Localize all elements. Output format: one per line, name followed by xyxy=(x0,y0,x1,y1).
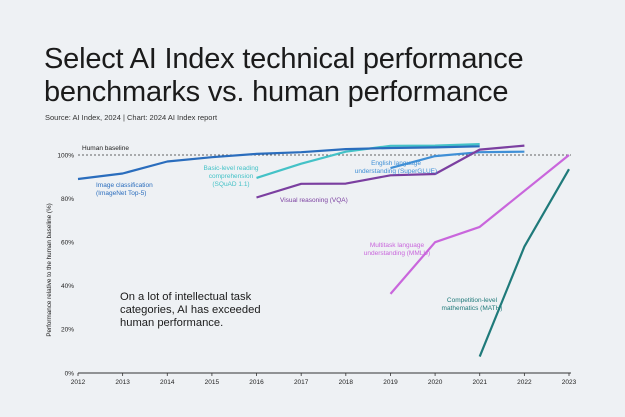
y-tick-label-40: 40% xyxy=(61,283,74,290)
y-tick-label-80: 80% xyxy=(61,196,74,203)
chart-annotation-line-3: human performance. xyxy=(120,317,223,329)
x-tick-label-2012: 2012 xyxy=(71,379,86,386)
chart-source: Source: AI Index, 2024 | Chart: 2024 AI … xyxy=(45,113,218,122)
chart-title-line-1: Select AI Index technical performance xyxy=(44,43,524,75)
label-superglue-line-2: understanding (SuperGLUE) xyxy=(355,168,437,175)
x-tick-label-2020: 2020 xyxy=(428,379,443,386)
label-imagenet-line-1: Image classification xyxy=(96,182,153,189)
label-squad-line-2: comprehension xyxy=(209,173,254,180)
x-tick-label-2019: 2019 xyxy=(383,379,398,386)
x-tick-label-2016: 2016 xyxy=(249,379,264,386)
label-math-line-1: Competition-level xyxy=(447,297,498,304)
series-line-3 xyxy=(256,144,525,199)
x-tick-label-2023: 2023 xyxy=(562,379,577,386)
chart-title: Select AI Index technical performance be… xyxy=(44,43,604,109)
human-baseline-label: Human baseline xyxy=(82,145,129,152)
label-superglue-line-1: English language xyxy=(371,160,421,167)
series-line-4 xyxy=(389,154,570,295)
x-tick-label-2014: 2014 xyxy=(160,379,175,386)
label-imagenet-line-2: (ImageNet Top-5) xyxy=(96,190,146,197)
y-tick-label-60: 60% xyxy=(61,240,74,247)
x-tick-label-2017: 2017 xyxy=(294,379,309,386)
chart-title-line-2: benchmarks vs. human performance xyxy=(44,76,509,108)
label-squad-line-3: (SQuAD 1.1) xyxy=(212,181,249,188)
x-tick-label-2022: 2022 xyxy=(517,379,532,386)
label-math-line-2: mathematics (MATH) xyxy=(442,305,503,312)
label-mmlu-line-2: understanding (MMLU) xyxy=(364,250,430,257)
y-axis-label: Performance relative to the human baseli… xyxy=(46,203,53,336)
y-tick-label-0: 0% xyxy=(65,370,75,377)
x-tick-label-2013: 2013 xyxy=(115,379,130,386)
series-line-2 xyxy=(390,150,525,170)
label-squad-line-1: Basic-level reading xyxy=(204,165,259,172)
x-tick-label-2018: 2018 xyxy=(339,379,354,386)
x-tick-label-2021: 2021 xyxy=(472,379,487,386)
y-tick-label-20: 20% xyxy=(61,327,74,334)
y-tick-label-100: 100% xyxy=(57,152,74,159)
chart-annotation-line-2: categories, AI has exceeded xyxy=(120,304,261,316)
chart-annotation-line-1: On a lot of intellectual task xyxy=(120,291,252,303)
label-vqa-line-1: Visual reasoning (VQA) xyxy=(280,197,348,204)
x-tick-label-2015: 2015 xyxy=(205,379,220,386)
series-line-5 xyxy=(478,168,570,358)
label-mmlu-line-1: Multitask language xyxy=(370,242,425,249)
series-line-0 xyxy=(77,145,480,181)
